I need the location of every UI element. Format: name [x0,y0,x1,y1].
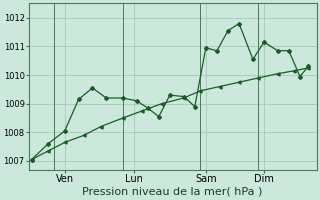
X-axis label: Pression niveau de la mer( hPa ): Pression niveau de la mer( hPa ) [83,187,263,197]
